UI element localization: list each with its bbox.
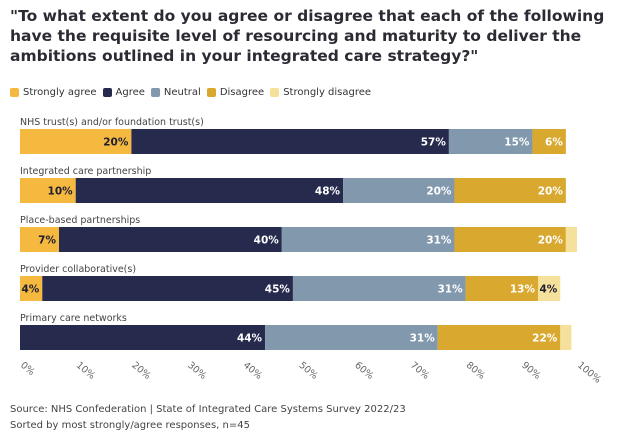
data-label: 48% (315, 186, 341, 198)
legend-item-neutral: Neutral (150, 86, 201, 98)
bar-segment (292, 276, 466, 301)
x-tick-label: 10% (74, 360, 97, 382)
bar-segment (20, 227, 59, 252)
data-label: 31% (437, 284, 463, 296)
x-tick-label: 90% (519, 360, 542, 382)
legend-swatch (270, 87, 280, 97)
data-label: 7% (38, 235, 56, 247)
bar-segment (437, 325, 561, 350)
x-tick-label: 0% (18, 360, 37, 378)
bar-segment (20, 276, 43, 301)
legend-item-agree: Agree (102, 86, 145, 98)
legend-label: Disagree (219, 86, 265, 98)
bar-segment (42, 276, 293, 301)
legend-swatch (150, 87, 160, 97)
bar-segment (538, 276, 561, 301)
bar-segment (454, 227, 566, 252)
bar-segment (454, 178, 566, 203)
category-label: Place-based partnerships (20, 215, 140, 226)
source-note: Source: NHS Confederation | State of Int… (10, 404, 406, 415)
bar-segment (75, 178, 344, 203)
data-label: 31% (426, 235, 452, 247)
legend-label: Strongly agree (23, 86, 97, 98)
data-label: 15% (504, 137, 530, 149)
legend-label: Strongly disagree (283, 86, 372, 98)
data-label: 4% (539, 284, 557, 296)
bar-segment (560, 325, 572, 350)
data-label: 20% (538, 186, 564, 198)
sort-note: Sorted by most strongly/agree responses,… (10, 420, 250, 431)
x-tick-label: 30% (185, 360, 208, 382)
data-label: 20% (426, 186, 452, 198)
data-label: 57% (421, 137, 447, 149)
bar-segment (448, 129, 533, 154)
bar-segment (281, 227, 455, 252)
data-label: 22% (532, 333, 558, 345)
x-tick-label: 60% (352, 360, 375, 382)
bar-segment (58, 227, 282, 252)
category-label: Primary care networks (20, 313, 127, 324)
data-label: 20% (103, 137, 129, 149)
data-label: 6% (545, 137, 563, 149)
chart-footer: Source: NHS Confederation | State of Int… (10, 402, 406, 434)
stacked-bar-chart: NHS trust(s) and/or foundation trust(s) 2… (18, 117, 603, 386)
data-label: 44% (237, 333, 263, 345)
bar-segment (565, 227, 577, 252)
category-label: Integrated care partnership (20, 166, 151, 177)
data-label: 45% (265, 284, 291, 296)
chart-title: "To what extent do you agree or disagree… (10, 7, 605, 65)
bar-segment (20, 178, 76, 203)
legend-swatch (102, 87, 112, 97)
x-tick-label: 40% (241, 360, 264, 382)
bar-segment (343, 178, 455, 203)
x-tick-label: 100% (575, 360, 603, 386)
legend-item-disagree: Disagree (206, 86, 265, 98)
x-tick-label: 20% (129, 360, 152, 382)
legend-item-strongly-disagree: Strongly disagree (270, 87, 371, 98)
bar-segment (465, 276, 539, 301)
data-label: 13% (510, 284, 536, 296)
x-tick-label: 50% (297, 360, 320, 382)
legend: Strongly agree Agree Neutral Disagree Strong… (10, 85, 377, 99)
data-label: 20% (538, 235, 564, 247)
category-label: NHS trust(s) and/or foundation trust(s) (20, 117, 204, 128)
data-label: 40% (254, 235, 280, 247)
data-label: 31% (410, 333, 436, 345)
legend-item-strongly-agree: Strongly agree (10, 87, 97, 98)
bar-segment (20, 129, 132, 154)
bar-segment (131, 129, 449, 154)
x-tick-label: 70% (408, 360, 431, 382)
legend-label: Agree (115, 86, 145, 98)
bar-segment (532, 129, 566, 154)
data-label: 10% (48, 186, 74, 198)
legend-label: Neutral (163, 86, 201, 98)
x-tick-label: 80% (464, 360, 487, 382)
bar-segment (20, 325, 266, 350)
legend-swatch (10, 87, 19, 97)
data-label: 4% (21, 284, 39, 296)
legend-swatch (206, 87, 216, 97)
category-label: Provider collaborative(s) (20, 264, 136, 275)
bar-segment (265, 325, 438, 350)
